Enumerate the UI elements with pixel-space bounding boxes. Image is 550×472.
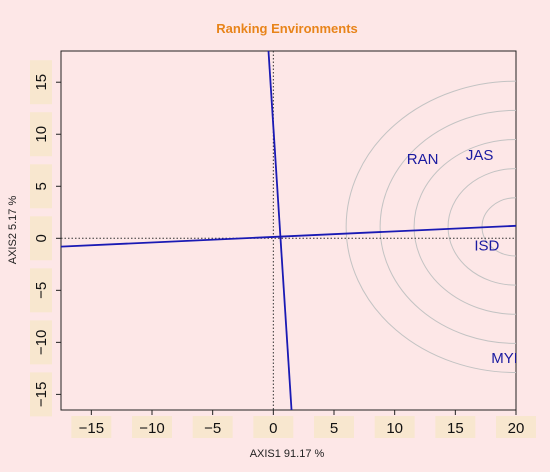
chart-title: Ranking Environments: [216, 21, 358, 36]
x-tick-label: 0: [269, 420, 277, 437]
plot-area: RAN JAS ISD MYM: [61, 51, 526, 410]
x-tick-bg: [132, 416, 172, 438]
x-tick-bg: [496, 416, 536, 438]
environment-label: RAN: [407, 151, 439, 168]
y-tick-background-group: [30, 60, 52, 417]
y-tick-bg: [30, 320, 52, 365]
y-tick-label: 5: [33, 182, 50, 190]
perpendicular-axis: [267, 51, 293, 410]
y-tick-label: 15: [33, 74, 50, 91]
x-tick-label: −10: [139, 420, 164, 437]
environment-label: MYM: [491, 350, 526, 367]
y-tick-label: 0: [33, 234, 50, 242]
y-tick-bg: [30, 164, 52, 209]
y-tick-bg: [30, 216, 52, 261]
average-environment-axis: [61, 224, 516, 248]
concentric-circle: [447, 168, 516, 286]
concentric-circle: [345, 80, 516, 373]
x-tick-background-group: [71, 416, 536, 438]
x-tick-label: 15: [447, 420, 464, 437]
x-tick-label: 20: [508, 420, 525, 437]
y-tick-bg: [30, 268, 52, 313]
y-tick-label: −5: [33, 282, 50, 299]
x-tick-bg: [314, 416, 354, 438]
y-axis: −15 −10 −5 0 5 10 15: [33, 74, 61, 407]
x-tick-label: 10: [386, 420, 403, 437]
concentric-circle: [413, 138, 516, 315]
x-axis: −15 −10 −5 0 5 10 15 20: [79, 410, 525, 437]
x-tick-label: −5: [204, 420, 221, 437]
y-tick-label: −10: [33, 330, 50, 355]
y-axis-label: AXIS2 5.17 %: [7, 196, 19, 265]
environment-label: ISD: [474, 238, 499, 255]
x-tick-bg: [71, 416, 112, 438]
x-tick-bg: [253, 416, 294, 438]
concentric-circle: [379, 109, 516, 344]
y-tick-label: 10: [33, 126, 50, 143]
x-tick-bg: [374, 416, 415, 438]
x-tick-label: −15: [79, 420, 104, 437]
x-tick-bg: [435, 416, 476, 438]
y-tick-bg: [30, 60, 52, 105]
y-tick-label: −15: [33, 382, 50, 407]
x-axis-label: AXIS1 91.17 %: [250, 448, 325, 460]
x-tick-label: 5: [330, 420, 338, 437]
y-tick-bg: [30, 112, 52, 157]
y-tick-bg: [30, 372, 52, 417]
plot-frame: [60, 50, 517, 411]
environment-label: JAS: [466, 147, 494, 164]
x-tick-bg: [192, 416, 233, 438]
